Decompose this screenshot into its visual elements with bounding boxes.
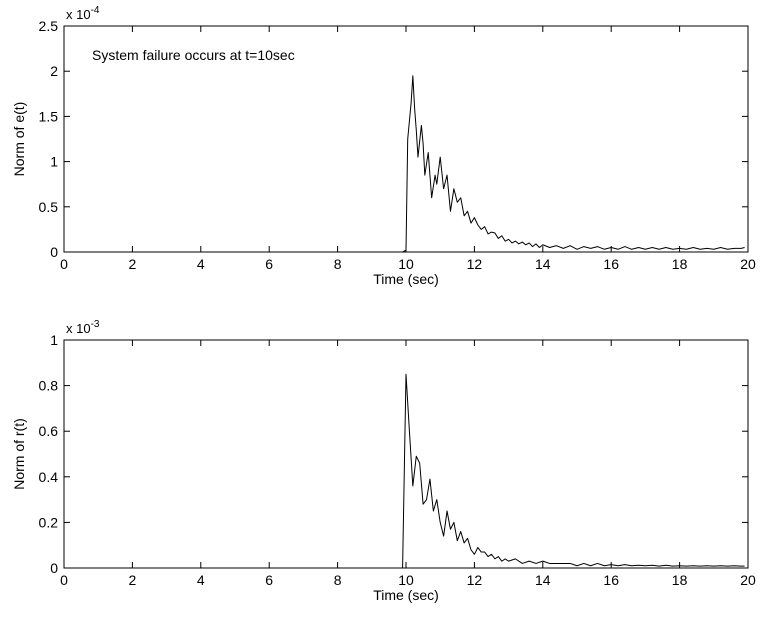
x-tick-label: 10 xyxy=(398,256,414,272)
x-axis-label: Time (sec) xyxy=(373,271,439,287)
y-multiplier-label: x 10-3 xyxy=(66,319,100,336)
chart-panel-r: x 10-3 Time (sec) Norm of r(t) 0 2 4 6 8 10 12… xyxy=(11,319,756,603)
series-line-0 xyxy=(64,373,745,569)
y-tick-label: 1.5 xyxy=(39,108,59,124)
y-tick-label: 0.8 xyxy=(39,378,59,394)
y-tick-label: 1 xyxy=(50,332,58,348)
y-tick-label: 2.5 xyxy=(39,18,59,34)
x-tick-label: 6 xyxy=(265,572,273,588)
chart-annotation: System failure occurs at t=10sec xyxy=(92,47,295,63)
x-tick-label: 18 xyxy=(672,256,688,272)
x-tick-label: 14 xyxy=(535,572,551,588)
x-tick-label: 14 xyxy=(535,256,551,272)
x-tick-label: 0 xyxy=(60,572,68,588)
y-tick-label: 0 xyxy=(50,560,58,576)
x-tick-label: 2 xyxy=(129,256,137,272)
x-tick-label: 20 xyxy=(740,256,756,272)
series-line-0 xyxy=(64,75,745,253)
y-multiplier-label: x 10-4 xyxy=(66,5,100,22)
x-tick-label: 12 xyxy=(467,572,483,588)
x-tick-label: 12 xyxy=(467,256,483,272)
x-tick-label: 18 xyxy=(672,572,688,588)
x-tick-label: 20 xyxy=(740,572,756,588)
y-tick-label: 0.5 xyxy=(39,199,59,215)
y-tick-label: 0.6 xyxy=(39,423,59,439)
x-tick-label: 8 xyxy=(334,256,342,272)
x-tick-label: 4 xyxy=(197,256,205,272)
x-tick-label: 10 xyxy=(398,572,414,588)
y-tick-label: 1 xyxy=(50,154,58,170)
y-tick-label: 2 xyxy=(50,63,58,79)
x-tick-label: 4 xyxy=(197,572,205,588)
x-axis-label: Time (sec) xyxy=(373,587,439,603)
x-tick-label: 0 xyxy=(60,256,68,272)
y-tick-label: 0 xyxy=(50,244,58,260)
x-tick-label: 6 xyxy=(265,256,273,272)
chart-panel-e: x 10-4 System failure occurs at t=10sec … xyxy=(11,5,756,287)
x-tick-label: 8 xyxy=(334,572,342,588)
x-tick-label: 16 xyxy=(603,256,619,272)
x-tick-label: 16 xyxy=(603,572,619,588)
y-tick-label: 0.2 xyxy=(39,514,59,530)
x-tick-label: 2 xyxy=(129,572,137,588)
y-tick-label: 0.4 xyxy=(39,469,59,485)
y-axis-label: Norm of r(t) xyxy=(11,418,27,490)
y-axis-label: Norm of e(t) xyxy=(11,102,27,177)
